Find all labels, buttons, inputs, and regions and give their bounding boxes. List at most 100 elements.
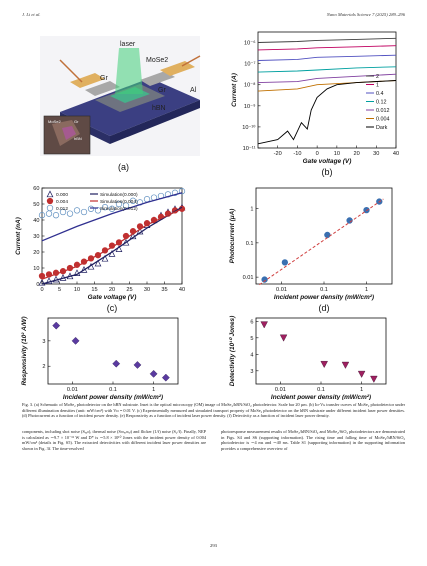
label-hbn: hBN: [152, 105, 166, 112]
x-tick-label: 35: [161, 287, 167, 293]
data-point: [122, 202, 130, 209]
label-gr-right: Gr: [158, 87, 166, 94]
x-axis-label: Gate voltage (V): [88, 294, 137, 301]
data-point: [38, 212, 46, 219]
plot-frame: [47, 317, 179, 385]
series-line: [257, 45, 397, 51]
x-tick-label: 1: [365, 287, 368, 293]
legend-label: Simulation(0.000): [100, 192, 138, 198]
x-tick-label: 30: [144, 287, 150, 293]
data-point: [370, 375, 378, 383]
y-tick-label: 10⁻⁷: [244, 61, 255, 68]
data-point: [260, 321, 268, 329]
y-axis-label: Responsivity (10² A/W): [21, 316, 28, 385]
body-text-left: components, including shot noise (Sₔₐₙ),…: [22, 429, 206, 451]
probe-wire-left: [59, 59, 83, 83]
x-axis-label: Incident power density (mW/cm²): [274, 294, 374, 301]
panel-c-transport: 0 5 10 15 20 25 30 35 40 0 10 20 30 40 50 60 Gate voltag…: [15, 186, 186, 313]
y-tick-label: 1: [250, 207, 253, 213]
x-tick-label: 20: [109, 287, 115, 293]
label-mose2: MoSe2: [146, 57, 168, 64]
simulation-line: [41, 192, 183, 242]
series-line: [257, 66, 397, 73]
x-tick-label: 1: [152, 387, 155, 393]
data-point: [94, 259, 102, 267]
data-point: [320, 361, 328, 369]
panel-f-detectivity: 0.01 0.1 1 3 4 5 6 Incident power density (mW/c…: [229, 316, 387, 400]
x-tick-label: 10: [74, 287, 80, 293]
data-point: [171, 189, 179, 196]
x-tick-label: 0.1: [109, 387, 117, 393]
y-tick-label: 20: [33, 250, 39, 256]
series-line: [257, 80, 397, 145]
y-tick-label: 5: [250, 336, 253, 342]
legend-label: 0.4: [376, 91, 384, 97]
x-tick-label: 20: [353, 151, 359, 157]
data-point: [178, 188, 186, 195]
y-tick-label: 4: [250, 352, 253, 358]
data-point: [129, 197, 137, 204]
x-tick-label: 0.1: [317, 387, 325, 393]
legend-swatch: [46, 204, 54, 212]
label-gr-left: Gr: [100, 75, 108, 82]
x-tick-label: 40: [393, 151, 399, 157]
laser-beam: [115, 48, 143, 94]
running-header-authors: J. Li et al.: [22, 12, 41, 17]
plot-frame: [255, 317, 387, 385]
plot-frame: [257, 31, 397, 149]
x-tick-label: -20: [274, 151, 282, 157]
legend-swatch: [46, 190, 54, 198]
series-line: [257, 54, 397, 61]
y-tick-label: 10⁻¹⁰: [242, 124, 256, 131]
x-tick-label: 0: [40, 287, 43, 293]
y-tick-label: 10⁻⁹: [244, 103, 256, 110]
panel-letter-a: (a): [118, 162, 129, 172]
data-point: [45, 277, 53, 284]
data-point: [80, 208, 88, 216]
y-axis-label: Current (A): [231, 73, 238, 107]
y-axis-label: Photocurrent (μA): [229, 209, 236, 264]
label-al: Al: [190, 87, 197, 94]
legend-label: 0.000: [56, 192, 68, 198]
data-point: [112, 359, 121, 368]
y-tick-label: 10⁻⁶: [244, 40, 255, 47]
data-point: [149, 369, 158, 378]
graphene-right: [140, 71, 175, 86]
legend-label: 0.004: [56, 199, 68, 205]
panel-a-schematic: MoSe2 Gr hBN laser MoSe2 Gr Gr hBN Al (a…: [40, 36, 201, 172]
series-line: [257, 37, 397, 43]
y-tick-label: 50: [33, 202, 39, 208]
fit-line: [259, 198, 384, 286]
y-tick-label: 3: [42, 339, 45, 345]
y-tick-label: 10: [33, 266, 39, 272]
legend-label: 0.004: [376, 117, 390, 123]
x-tick-label: 15: [91, 287, 97, 293]
x-tick-label: -10: [293, 151, 301, 157]
data-point: [341, 361, 350, 369]
data-point: [357, 370, 366, 378]
probe-wire-right: [181, 55, 201, 67]
legend-label: 0.012: [376, 108, 390, 114]
y-tick-label: 10⁻⁸: [244, 82, 256, 89]
data-point: [71, 336, 80, 345]
data-point: [143, 196, 151, 203]
y-tick-label: 30: [33, 234, 39, 240]
data-point: [108, 205, 116, 212]
y-tick-label: 3: [250, 369, 253, 375]
y-tick-label: 40: [33, 218, 39, 224]
data-point: [279, 334, 288, 342]
legend-label: Dark: [376, 125, 388, 131]
inset-label-hbn: hBN: [74, 136, 82, 141]
om-inset-mose2: [62, 126, 76, 140]
data-point: [52, 212, 60, 219]
x-tick-label: 0.01: [276, 287, 287, 293]
data-point: [52, 321, 61, 330]
data-point: [101, 204, 109, 211]
y-tick-label: 0.01: [243, 275, 254, 281]
page-number: 293: [210, 543, 217, 548]
data-point: [101, 254, 109, 262]
inset-label-gr: Gr: [74, 119, 79, 124]
x-tick-label: 5: [58, 287, 61, 293]
x-tick-label: 0.01: [67, 387, 78, 393]
y-tick-label: 0.1: [246, 241, 254, 247]
